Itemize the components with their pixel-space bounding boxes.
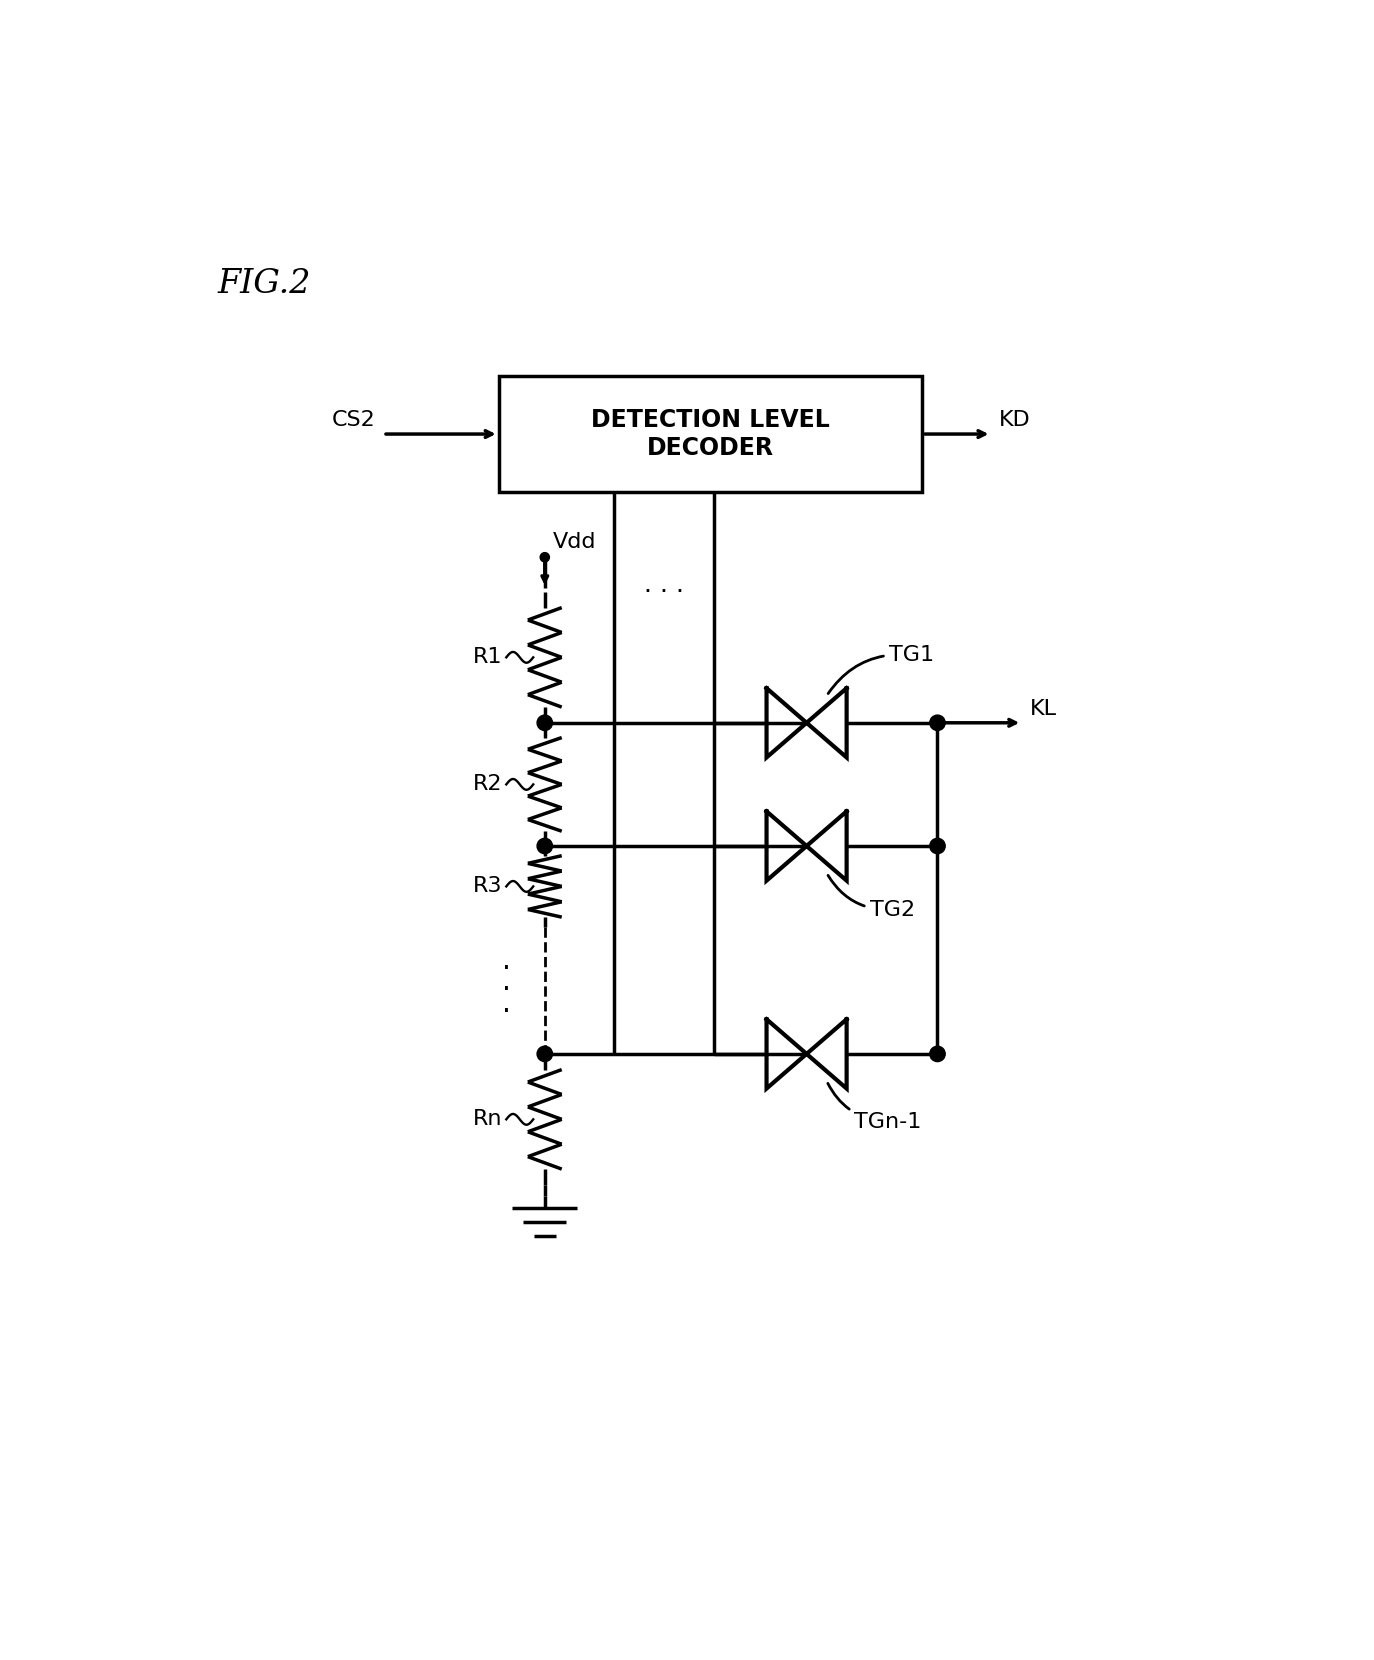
Text: TGn-1: TGn-1: [829, 1084, 922, 1132]
Text: FIG.2: FIG.2: [217, 267, 311, 300]
Circle shape: [537, 1046, 552, 1062]
Text: Rn: Rn: [473, 1109, 503, 1129]
Circle shape: [537, 838, 552, 853]
Circle shape: [930, 715, 945, 730]
Text: R3: R3: [473, 876, 503, 896]
Text: KL: KL: [1030, 699, 1057, 719]
Text: KD: KD: [999, 410, 1030, 430]
Text: Vdd: Vdd: [552, 531, 596, 551]
Text: DETECTION LEVEL
DECODER: DETECTION LEVEL DECODER: [591, 408, 830, 460]
Text: TG1: TG1: [829, 646, 934, 694]
Circle shape: [930, 838, 945, 853]
Circle shape: [540, 553, 550, 561]
Text: ·
·
·: · · ·: [502, 954, 511, 1026]
FancyBboxPatch shape: [499, 377, 922, 491]
Text: TG2: TG2: [829, 875, 915, 920]
Circle shape: [930, 1046, 945, 1062]
Text: · · ·: · · ·: [644, 579, 684, 604]
Text: R1: R1: [473, 647, 503, 667]
Text: R2: R2: [473, 775, 503, 795]
Circle shape: [537, 715, 552, 730]
Text: CS2: CS2: [331, 410, 375, 430]
